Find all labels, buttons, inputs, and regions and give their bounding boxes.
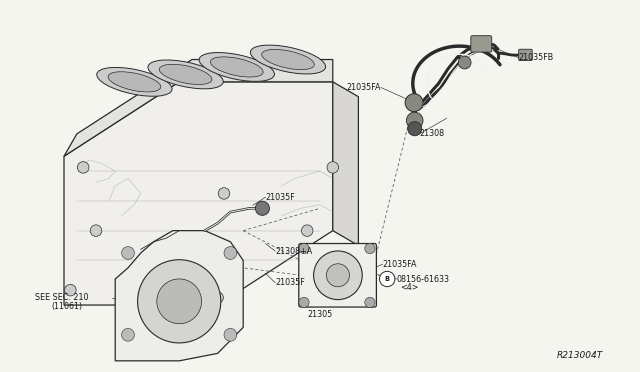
Ellipse shape [148,60,223,89]
Ellipse shape [108,72,161,92]
Text: <4>: <4> [400,283,419,292]
Circle shape [299,243,309,254]
Text: 21035F: 21035F [275,278,305,287]
FancyBboxPatch shape [299,244,376,307]
Ellipse shape [211,57,263,77]
Circle shape [327,162,339,173]
Ellipse shape [199,52,275,81]
Ellipse shape [159,64,212,84]
Text: 21035FB: 21035FB [518,53,554,62]
Text: 21308: 21308 [419,129,444,138]
Polygon shape [333,82,358,246]
Text: 21035F: 21035F [266,193,295,202]
Circle shape [218,188,230,199]
Text: 21308+A: 21308+A [275,247,312,256]
Text: 08156-61633: 08156-61633 [397,275,450,283]
Polygon shape [64,82,333,305]
Text: R213004T: R213004T [557,351,603,360]
Ellipse shape [250,45,326,74]
Circle shape [224,247,237,259]
Circle shape [365,243,375,254]
Circle shape [458,56,471,69]
Circle shape [212,292,223,303]
FancyBboxPatch shape [471,36,492,52]
Text: 21035FA: 21035FA [346,83,381,92]
Text: 21305: 21305 [307,310,332,319]
Circle shape [122,328,134,341]
Circle shape [327,277,339,288]
Text: SEE SEC. 210: SEE SEC. 210 [35,293,89,302]
Text: (11061): (11061) [51,302,83,311]
Circle shape [77,162,89,173]
FancyBboxPatch shape [518,49,532,61]
Circle shape [405,94,423,112]
Text: B: B [385,276,390,282]
Ellipse shape [97,67,172,96]
Circle shape [301,225,313,236]
Circle shape [122,247,134,259]
Circle shape [138,260,221,343]
Circle shape [255,201,269,215]
Circle shape [406,112,423,129]
Text: 21035FA: 21035FA [383,260,417,269]
Polygon shape [64,60,333,156]
Circle shape [90,225,102,236]
Polygon shape [115,231,243,361]
Circle shape [299,297,309,308]
Circle shape [408,122,422,136]
Circle shape [65,285,76,296]
Circle shape [314,251,362,299]
Circle shape [224,328,237,341]
Ellipse shape [262,49,314,70]
Circle shape [157,279,202,324]
Circle shape [326,264,349,287]
Circle shape [380,271,395,287]
Circle shape [365,297,375,308]
